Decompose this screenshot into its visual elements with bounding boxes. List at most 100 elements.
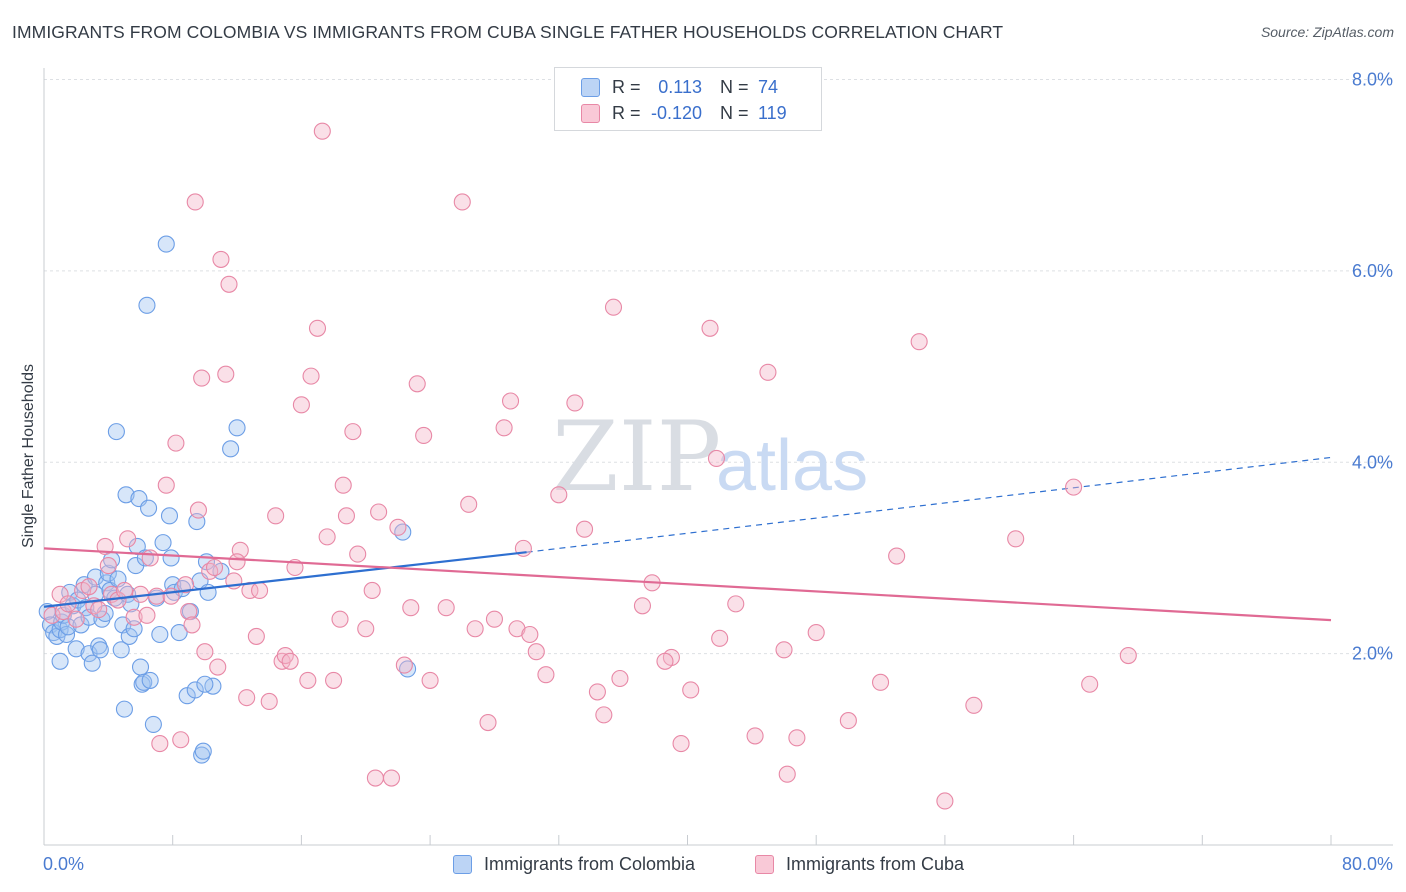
cuba-point (711, 629, 729, 647)
colombia-point (170, 624, 188, 642)
colombia-point (141, 671, 159, 689)
colombia-point (222, 440, 240, 458)
series-label-colombia: Immigrants from Colombia (484, 853, 696, 874)
cuba-point (839, 712, 857, 730)
legend-r-label: R = (612, 76, 641, 97)
cuba-point (302, 367, 320, 385)
cuba-point (370, 503, 388, 521)
colombia-point (154, 534, 172, 552)
cuba-point (527, 643, 545, 661)
cuba-point (485, 610, 504, 628)
cuba-point (119, 530, 137, 548)
trend-lines-extended (526, 456, 1332, 553)
cuba-point (575, 520, 594, 538)
cuba-point (382, 769, 401, 787)
colombia-point (140, 499, 158, 517)
legend-row-cuba: R = -0.120 N = 119 (581, 100, 787, 126)
colombia-point (194, 742, 212, 760)
cuba-point (495, 419, 513, 437)
gridlines (44, 79, 1393, 655)
cuba-point (460, 495, 478, 513)
tick-labels: 0.0% 80.0% 2.0% 4.0% 6.0% 8.0% (43, 70, 1393, 875)
cuba-point (1119, 646, 1137, 665)
cuba-point (189, 501, 207, 519)
cuba-point (177, 576, 195, 594)
series-legend-colombia: Immigrants from Colombia (453, 851, 695, 877)
watermark-zip: ZIP (552, 401, 721, 513)
cuba-point (595, 706, 613, 724)
cuba-point (453, 193, 471, 211)
y-tick-label: 6.0% (1352, 261, 1393, 281)
cuba-point (80, 578, 98, 596)
legend-n-value-colombia: 74 (758, 76, 779, 97)
cuba-point (537, 666, 555, 684)
colombia-point (107, 423, 125, 441)
cuba-point (167, 434, 185, 452)
cuba-point (588, 683, 606, 701)
cuba-point (633, 597, 652, 615)
legend-n-label: N = (720, 76, 749, 97)
cuba-point (313, 122, 331, 140)
colombia-point (117, 486, 135, 504)
cuba-point (99, 557, 117, 575)
cuba-point (871, 673, 890, 691)
cuba-point (43, 606, 61, 624)
cuba-point (566, 394, 584, 412)
series-label-cuba: Immigrants from Cuba (786, 853, 965, 874)
legend-row-colombia: R = 0.113 N = 74 (581, 74, 778, 100)
colombia-point (115, 700, 133, 718)
cuba-point (1007, 530, 1025, 548)
legend-swatch-cuba (581, 103, 600, 123)
cuba-point (611, 669, 629, 688)
cuba-point (292, 396, 310, 414)
cuba-point (349, 545, 367, 563)
cuba-point (778, 765, 796, 783)
watermark-atlas: atlas (716, 426, 868, 506)
colombia-point (67, 640, 85, 658)
y-tick-label: 8.0% (1352, 70, 1393, 90)
cuba-point (180, 602, 198, 621)
stats-legend: R = 0.113 N = 74 R = -0.120 N = 119 (554, 67, 822, 131)
cuba-point (521, 625, 539, 644)
watermark: ZIP atlas (552, 401, 868, 513)
cuba-point (344, 423, 362, 441)
series-swatch-cuba (755, 854, 774, 874)
colombia-point (228, 419, 246, 437)
cuba-point (247, 627, 265, 645)
colombia-point (51, 652, 69, 670)
cuba-point (172, 731, 190, 749)
legend-n-label: N = (720, 102, 749, 123)
cuba-point (196, 643, 214, 661)
data-points (38, 122, 1137, 810)
legend-r-value-cuba: -0.120 (650, 102, 702, 123)
colombia-point (135, 673, 153, 691)
colombia-point (160, 507, 179, 525)
cuba-point (318, 528, 336, 546)
colombia-point (144, 715, 162, 733)
colombia-point (157, 235, 175, 253)
colombia-point (91, 641, 109, 659)
cuba-point (183, 616, 201, 634)
cuba-point (325, 671, 343, 689)
cuba-point (299, 671, 317, 689)
cuba-point (157, 476, 175, 494)
cuba-point (1081, 675, 1099, 693)
series-swatch-colombia (453, 854, 472, 874)
chart-title: IMMIGRANTS FROM COLOMBIA VS IMMIGRANTS F… (12, 22, 1004, 42)
cuba-point (138, 606, 156, 624)
cuba-point (308, 319, 327, 337)
cuba-point (550, 486, 568, 504)
colombia-point (131, 658, 150, 676)
cuba-point (260, 692, 278, 711)
cuba-point (331, 610, 349, 628)
legend-swatch-colombia (581, 77, 600, 97)
chart-source: Source: ZipAtlas.com (1260, 24, 1394, 40)
colombia-point (112, 641, 130, 659)
colombia-point (162, 549, 180, 567)
colombia-point (394, 523, 412, 541)
cuba-point (936, 792, 954, 810)
cuba-point (228, 553, 246, 571)
cuba-point (910, 333, 928, 351)
cuba-point (162, 587, 180, 605)
